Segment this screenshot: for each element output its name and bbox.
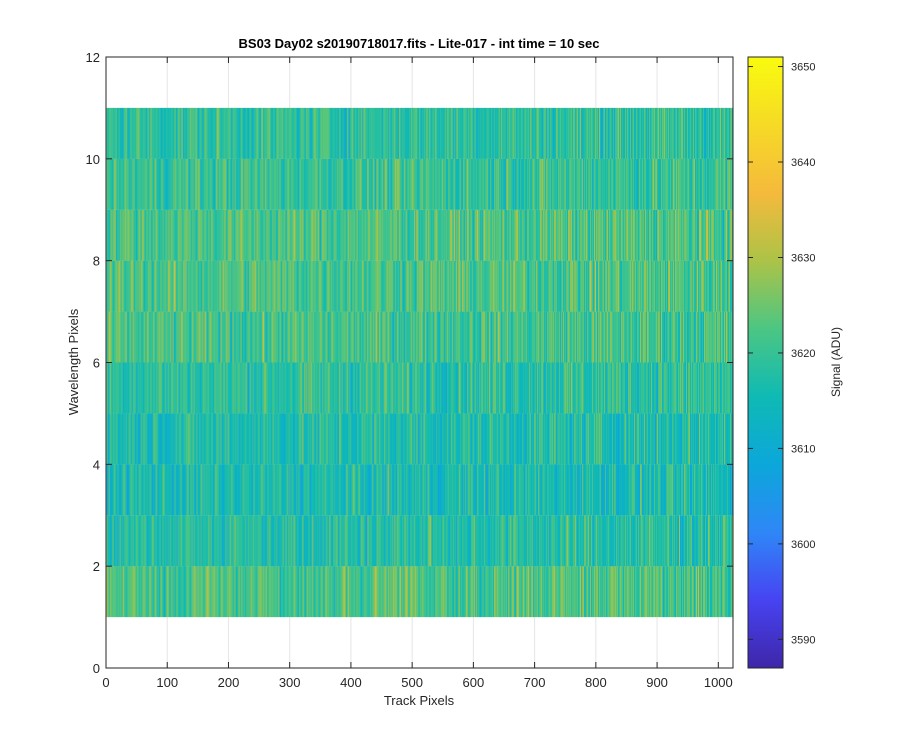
x-axis-label: Track Pixels [384, 693, 455, 708]
x-tick-label: 200 [218, 675, 240, 690]
colorbar-tick-label: 3630 [791, 252, 815, 264]
x-tick-label: 100 [156, 675, 178, 690]
y-tick-label: 4 [93, 457, 100, 472]
y-axis: 0 2 4 6 8 10 12 [86, 50, 733, 676]
x-tick-label: 300 [279, 675, 301, 690]
colorbar-tick-label: 3640 [791, 157, 815, 169]
y-axis-label: Wavelength Pixels [66, 308, 81, 415]
heatmap-row [106, 464, 733, 516]
colorbar-tick-label: 3600 [791, 539, 815, 551]
x-tick-label: 1000 [704, 675, 733, 690]
x-tick-label: 500 [401, 675, 423, 690]
heatmap [106, 107, 733, 618]
heatmap-row [106, 107, 733, 159]
colorbar-tick-label: 3650 [791, 62, 815, 74]
colorbar-label: Signal (ADU) [829, 327, 843, 397]
x-axis: 0 100 200 300 400 500 600 700 800 900 1000 [102, 57, 733, 690]
colorbar [747, 56, 784, 669]
x-tick-label: 0 [102, 675, 109, 690]
y-tick-label: 0 [93, 661, 100, 676]
y-tick-label: 2 [93, 559, 100, 574]
heatmap-row [106, 158, 733, 210]
x-tick-label: 900 [646, 675, 668, 690]
x-tick-label: 600 [463, 675, 485, 690]
heatmap-row [106, 260, 733, 312]
heatmap-row [106, 413, 733, 465]
chart-title: BS03 Day02 s20190718017.fits - Lite-017 … [239, 36, 600, 51]
heatmap-row [106, 311, 733, 363]
y-tick-label: 8 [93, 254, 100, 269]
colorbar-tick-label: 3590 [791, 634, 815, 646]
heatmap-row [106, 362, 733, 414]
y-tick-label: 6 [93, 356, 100, 371]
x-tick-label: 400 [340, 675, 362, 690]
colorbar-axis: 3590 3600 3610 3620 3630 3640 3650 [748, 62, 815, 646]
heatmap-row [106, 566, 733, 618]
x-tick-label: 800 [585, 675, 607, 690]
y-tick-label: 12 [86, 50, 100, 65]
x-tick-label: 700 [524, 675, 546, 690]
heatmap-row [106, 209, 733, 261]
colorbar-tick-label: 3620 [791, 348, 815, 360]
y-tick-label: 10 [86, 152, 100, 167]
heatmap-row [106, 515, 733, 567]
colorbar-tick-label: 3610 [791, 443, 815, 455]
